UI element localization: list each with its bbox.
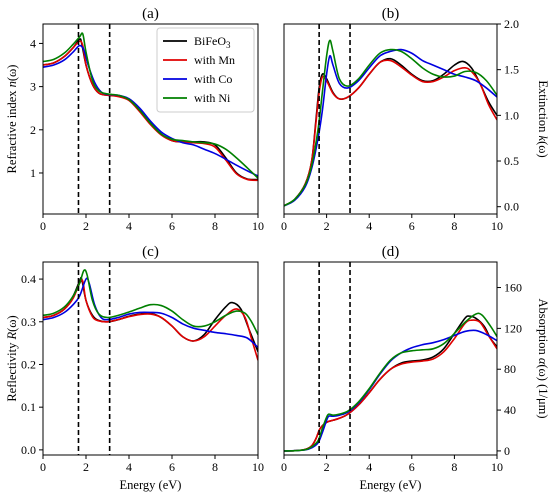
- x-tick-label: 2: [83, 460, 89, 474]
- x-tick-label: 8: [451, 460, 457, 474]
- plot-frame: [42, 261, 259, 456]
- series-line-with-co: [284, 329, 497, 452]
- y-tick-label: 2: [30, 123, 36, 137]
- x-tick-label: 10: [491, 219, 503, 233]
- series-line-with-co: [43, 44, 258, 177]
- legend-label-bifeo3: BiFeO3: [194, 34, 231, 50]
- x-tick-label: 6: [169, 219, 175, 233]
- y-axis-label: Extinction k(ω): [536, 80, 550, 157]
- x-tick-label: 10: [252, 219, 264, 233]
- y-tick-label: 40: [504, 403, 516, 417]
- y-tick-label: 0.5: [504, 154, 519, 168]
- x-tick-label: 6: [409, 219, 415, 233]
- x-tick-label: 10: [491, 460, 503, 474]
- x-tick-label: 0: [40, 460, 46, 474]
- x-tick-label: 0: [281, 219, 287, 233]
- legend: BiFeO3 with Mn with Co with Ni: [156, 27, 255, 113]
- series-line-with-mn: [284, 59, 497, 207]
- plot-frame: [283, 261, 498, 456]
- y-tick-label: 0.4: [21, 272, 36, 286]
- series-group: [284, 312, 497, 452]
- y-tick-label: 120: [504, 321, 522, 335]
- series-group: [284, 39, 497, 207]
- legend-label-with-co: with Co: [194, 72, 232, 86]
- series-line-bifeo3: [284, 315, 497, 452]
- series-line-with-mn: [284, 319, 497, 452]
- y-tick-label: 3: [30, 80, 36, 94]
- plot-frame: [42, 23, 259, 215]
- y-axis-label: Refractive index n(ω): [5, 65, 19, 174]
- y-tick-label: 1.5: [504, 63, 519, 77]
- x-tick-label: 0: [281, 460, 287, 474]
- x-tick-label: 2: [83, 219, 89, 233]
- series-line-with-ni: [284, 312, 497, 452]
- y-tick-label: 2.0: [504, 17, 519, 31]
- legend-label-with-ni: with Ni: [194, 91, 231, 105]
- x-tick-label: 8: [212, 460, 218, 474]
- y-tick-label: 80: [504, 362, 516, 376]
- y-tick-label: 0.0: [504, 200, 519, 214]
- x-tick-label: 6: [169, 460, 175, 474]
- x-axis-label: Energy (eV): [360, 478, 422, 492]
- series-line-bifeo3: [284, 57, 497, 207]
- x-tick-label: 10: [252, 460, 264, 474]
- x-tick-label: 4: [366, 460, 372, 474]
- series-line-with-ni: [43, 269, 258, 335]
- legend-label-with-mn: with Mn: [194, 53, 235, 67]
- y-tick-label: 0.3: [21, 315, 36, 329]
- x-tick-label: 0: [40, 219, 46, 233]
- y-tick-label: 4: [30, 36, 36, 50]
- x-tick-label: 2: [324, 219, 330, 233]
- x-tick-label: 4: [366, 219, 372, 233]
- x-tick-label: 6: [409, 460, 415, 474]
- panel-b: (b) 0 2 4 6 8 100.0 0.5 1.0 1.5 2.0 Extinction k(ω): [281, 6, 550, 233]
- x-axis-label: Energy (eV): [120, 478, 182, 492]
- series-group: [43, 269, 258, 361]
- x-tick-label: 4: [126, 460, 132, 474]
- y-tick-label: 1: [30, 166, 36, 180]
- y-tick-label: 1.0: [504, 108, 519, 122]
- y-tick-label: 160: [504, 281, 522, 295]
- y-axis-label: Reflectivity R(ω): [5, 315, 19, 401]
- y-tick-label: 0: [504, 444, 510, 458]
- y-tick-label: 0.0: [21, 443, 36, 457]
- panel-title: (d): [382, 244, 400, 260]
- series-line-with-co: [43, 277, 258, 349]
- y-axis-label: Absorption α(ω) (1/μm): [536, 298, 550, 418]
- y-tick-label: 0.2: [21, 357, 36, 371]
- legend-box: [156, 27, 255, 113]
- panel-title: (c): [142, 244, 159, 260]
- series-line-with-co: [284, 48, 497, 207]
- y-tick-label: 0.1: [21, 400, 36, 414]
- x-tick-label: 8: [451, 219, 457, 233]
- plot-frame: [283, 23, 498, 215]
- series-line-with-ni: [43, 32, 258, 179]
- panel-title: (b): [382, 6, 400, 22]
- x-tick-label: 2: [324, 460, 330, 474]
- panel-title: (a): [142, 6, 159, 22]
- series-line-with-ni: [284, 39, 497, 207]
- panel-c: (c) 0 2 4 6 8 10 0.0 0.1 0.2 0.3 0.4 Energy (eV) Refl…: [5, 244, 264, 492]
- x-tick-label: 4: [126, 219, 132, 233]
- x-tick-label: 8: [212, 219, 218, 233]
